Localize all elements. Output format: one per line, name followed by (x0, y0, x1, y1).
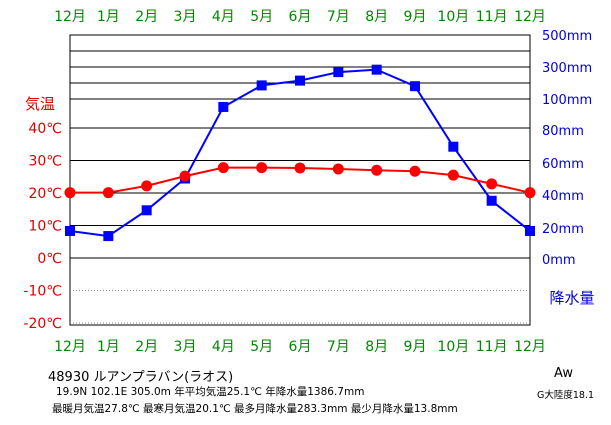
continentality-index: G大陸度18.1 (537, 390, 595, 401)
temperature-point (141, 180, 153, 192)
precipitation-point (333, 67, 344, 78)
precipitation-point (448, 141, 459, 152)
temperature-tick-label: 10℃ (28, 219, 62, 235)
month-label: 1月 (97, 9, 120, 25)
month-label: 5月 (250, 339, 273, 355)
station-stats-line-1: 19.9N 102.1E 305.0m 年平均気温25.1℃ 年降水量1386.… (56, 386, 365, 398)
top-month-labels: 12月 1月 2月 3月 4月 5月 6月 7月 8月 9月 10月 11月 12月 (54, 9, 546, 25)
precipitation-point (103, 231, 114, 242)
precipitation-line (69, 68, 531, 238)
temperature-point (371, 164, 383, 176)
month-label: 6月 (289, 9, 312, 25)
precipitation-point (295, 75, 305, 86)
month-label: 9月 (404, 339, 427, 355)
temperature-point (294, 162, 306, 174)
month-label: 10月 (437, 9, 469, 25)
temperature-tick-label: 40℃ (28, 121, 62, 137)
precipitation-point (410, 81, 420, 92)
precipitation-point (371, 64, 382, 75)
precipitation-tick-label: 40mm (542, 189, 584, 204)
temperature-point (524, 187, 536, 199)
temperature-axis-ticks: 40℃ 30℃ 20℃ 10℃ 0℃ -10℃ -20℃ (23, 121, 62, 332)
precipitation-tick-label: 100mm (542, 93, 592, 108)
month-label: 12月 (54, 9, 86, 25)
month-label: 4月 (212, 339, 235, 355)
precipitation-tick-label: 60mm (542, 157, 584, 172)
month-label: 12月 (54, 339, 86, 355)
series-layer (64, 64, 536, 242)
temperature-point (447, 169, 459, 181)
precipitation-tick-label: 80mm (542, 124, 584, 139)
temperature-point (409, 165, 421, 177)
month-label: 5月 (250, 9, 273, 25)
precipitation-axis-ticks: 500mm 300mm 100mm 80mm 60mm 40mm 20mm 0mm (542, 29, 592, 268)
month-label: 12月 (514, 339, 546, 355)
precipitation-point (141, 205, 152, 216)
temperature-tick-label: 0℃ (37, 251, 62, 267)
precipitation-tick-label: 20mm (542, 222, 584, 237)
month-label: 3月 (174, 9, 197, 25)
temperature-point (332, 163, 344, 175)
month-label: 11月 (476, 9, 508, 25)
month-label: 12月 (514, 9, 546, 25)
precipitation-tick-label: 500mm (542, 29, 592, 44)
precipitation-point (525, 225, 535, 236)
temperature-tick-label: 30℃ (28, 154, 62, 170)
month-label: 8月 (365, 9, 388, 25)
month-label: 11月 (476, 339, 508, 355)
temperature-point (64, 187, 76, 199)
temperature-axis-title: 気温 (25, 95, 55, 113)
temperature-tick-label: -10℃ (23, 284, 62, 300)
temperature-point (102, 187, 114, 199)
bottom-month-labels: 12月 1月 2月 3月 4月 5月 6月 7月 8月 9月 10月 11月 12月 (54, 339, 546, 355)
month-label: 9月 (404, 9, 427, 25)
climate-class: Aw (554, 366, 573, 381)
temperature-tick-label: 20℃ (28, 186, 62, 202)
month-label: 1月 (97, 339, 120, 355)
month-label: 8月 (365, 339, 388, 355)
precipitation-tick-label: 0mm (542, 253, 576, 268)
station-name: 48930 ルアンプラバン(ラオス) (48, 370, 234, 385)
precipitation-point (486, 195, 497, 206)
precipitation-tick-label: 300mm (542, 61, 592, 76)
precipitation-point (218, 101, 229, 112)
month-label: 4月 (212, 9, 235, 25)
grid (69, 34, 531, 326)
temperature-point (179, 170, 191, 182)
precipitation-point (65, 225, 75, 236)
month-label: 2月 (135, 9, 158, 25)
month-label: 6月 (289, 339, 312, 355)
temperature-point (486, 178, 498, 190)
station-stats-line-2: 最暖月気温27.8℃ 最寒月気温20.1℃ 最多月降水量283.3mm 最少月降… (52, 403, 458, 415)
month-label: 7月 (327, 9, 350, 25)
precipitation-axis-title: 降水量 (549, 289, 594, 307)
month-label: 3月 (174, 339, 197, 355)
month-label: 2月 (135, 339, 158, 355)
precipitation-point (256, 80, 267, 91)
month-label: 7月 (327, 339, 350, 355)
temperature-point (217, 162, 229, 174)
month-label: 10月 (437, 339, 469, 355)
temperature-point (256, 162, 268, 174)
temperature-tick-label: -20℃ (23, 316, 62, 332)
